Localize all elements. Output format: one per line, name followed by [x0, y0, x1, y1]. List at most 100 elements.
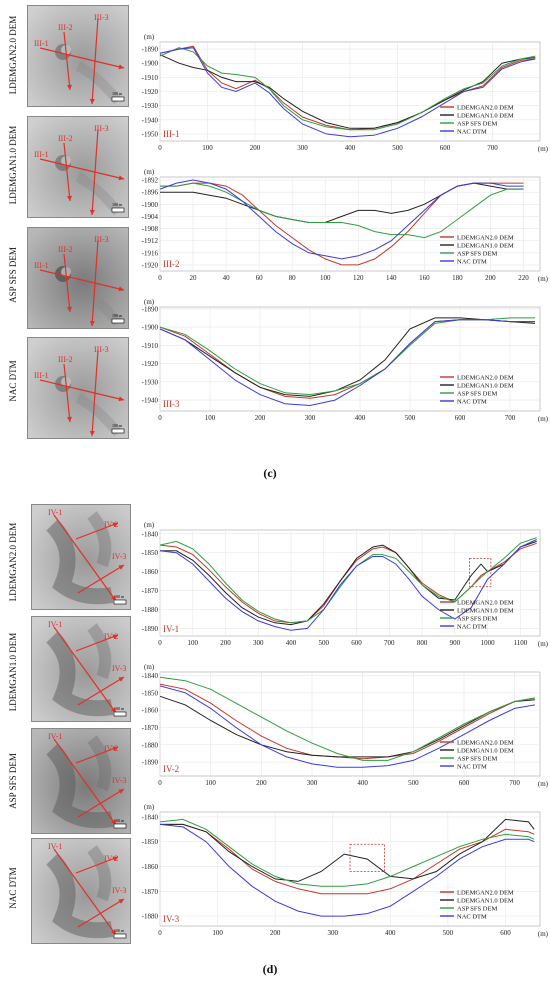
y-tick-label: -1910 — [142, 74, 159, 82]
y-tick-label: -1940 — [142, 397, 159, 405]
profile-arrow-2 — [66, 195, 72, 201]
series-line-nac-dtm — [159, 47, 536, 138]
series-line-ldemgan1-0-dem — [159, 317, 536, 397]
y-tick-label: -1860 — [142, 568, 159, 576]
x-tick-label: 60 — [256, 274, 264, 282]
x-tick-label: 100 — [205, 414, 216, 422]
series-line-asp-sfs-dem — [160, 182, 524, 239]
scale-bar — [111, 428, 125, 434]
profile-arrow-2 — [112, 746, 118, 752]
profile-arrow-2 — [66, 416, 72, 422]
x-tick-label: 100 — [188, 639, 199, 647]
profile-arrow-1 — [111, 929, 116, 935]
row-label-c-2: ASP SFS DEM — [8, 247, 18, 303]
profile-label-3: III-3 — [94, 345, 109, 354]
highlight-box — [349, 843, 385, 872]
row-label-d-0: LDEMGAN2.0 DEM — [8, 522, 18, 602]
profile-label-2: IV-2 — [104, 632, 118, 641]
x-tick-label: 80 — [289, 274, 297, 282]
legend-label: LDEMGAN1.0 DEM — [457, 113, 514, 120]
profile-line-3 — [77, 564, 125, 594]
x-tick-label: 200 — [220, 639, 231, 647]
scale-bar-label: 100 m — [112, 423, 123, 428]
chart-svg-III-3: 0 100 200 300 400 500 600 700 -1890 -1900 -1910 -19… — [142, 298, 549, 423]
legend-label: NAC DTM — [457, 764, 487, 771]
profile-label-1: IV-1 — [48, 620, 62, 629]
terrain-ridge — [46, 853, 114, 939]
y-tick-label: -1896 — [142, 189, 159, 197]
profile-line-1 — [53, 626, 117, 714]
x-tick-label: 700 — [505, 414, 516, 422]
legend-label: LDEMGAN2.0 DEM — [457, 235, 514, 242]
scale-bar-label: 100 m — [114, 706, 125, 711]
thumb-image: IV-1 IV-2 IV-3 100 m — [32, 505, 130, 609]
profile-label-1: III-1 — [34, 261, 49, 270]
thumb-image: III-1 III-2 III-3 100 m — [28, 228, 128, 328]
row-label-d-2: ASP SFS DEM — [8, 753, 18, 809]
profile-label-2: IV-2 — [104, 854, 118, 863]
y-tick-label: -1912 — [142, 237, 159, 245]
caption-c: (c) — [263, 466, 277, 480]
profile-id-label: IV-3 — [163, 914, 180, 924]
profile-label-3: IV-3 — [112, 552, 126, 561]
thumb-image: IV-1 IV-2 IV-3 100 m — [32, 729, 130, 833]
profile-id-label: III-3 — [163, 399, 180, 409]
terrain-ridge — [46, 631, 114, 717]
profile-label-2: III-2 — [58, 23, 73, 32]
x-tick-label: 20 — [190, 274, 198, 282]
scale-bar — [111, 318, 125, 324]
x-tick-label: 300 — [305, 414, 316, 422]
profile-arrow-2 — [112, 856, 118, 862]
y-tick-label: -1910 — [142, 342, 159, 350]
x-tick-label: 0 — [158, 144, 162, 152]
x-axis-unit: (m) — [538, 780, 549, 788]
legend-label: LDEMGAN2.0 DEM — [457, 890, 514, 897]
x-tick-label: 0 — [158, 274, 162, 282]
profile-arrow-1 — [111, 595, 116, 601]
plot-area — [159, 306, 541, 412]
legend-label: ASP SFS DEM — [457, 616, 497, 623]
profile-label-2: III-2 — [58, 245, 73, 254]
profile-label-1: IV-1 — [48, 732, 62, 741]
x-axis-unit: (m) — [538, 145, 549, 153]
x-tick-label: 300 — [307, 779, 318, 787]
profile-arrow-2 — [66, 306, 72, 312]
y-tick-label: -1870 — [142, 587, 159, 595]
legend-label: LDEMGAN2.0 DEM — [457, 375, 514, 382]
x-tick-label: 700 — [384, 639, 395, 647]
series-line-nac-dtm — [159, 179, 524, 260]
chart-IV-1: 0 100 200 300 400 500 600 700 800 900 1000 1100 -184… — [138, 518, 550, 660]
profile-label-2: IV-2 — [104, 744, 118, 753]
legend-label: NAC DTM — [457, 624, 487, 631]
thumb-d-1: IV-1 IV-2 IV-3 100 m — [31, 616, 131, 722]
profile-label-2: IV-2 — [104, 520, 118, 529]
thumb-c-1: III-1 III-2 III-3 100 m — [27, 116, 129, 218]
y-tick-label: -1860 — [142, 707, 159, 715]
series-line-ldemgan2-0-dem — [159, 45, 536, 131]
thumb-image: III-1 III-2 III-3 100 m — [28, 6, 128, 106]
thumb-d-2: IV-1 IV-2 IV-3 100 m — [31, 728, 131, 834]
terrain-ridge — [87, 511, 112, 568]
profile-line-3 — [77, 788, 125, 818]
series-line-asp-sfs-dem — [159, 47, 536, 131]
y-tick-label: -1950 — [142, 130, 159, 138]
plot-area — [159, 671, 541, 777]
y-tick-label: -1890 — [142, 46, 159, 54]
x-tick-label: 160 — [419, 274, 430, 282]
profile-line-1 — [53, 738, 117, 826]
row-label-d-1: LDEMGAN1.0 DEM — [8, 632, 18, 712]
terrain-ridge — [87, 623, 112, 680]
y-axis-unit: (m) — [144, 33, 155, 41]
plot-area — [159, 529, 541, 637]
profile-line-2 — [75, 634, 119, 652]
profile-arrow-1 — [118, 64, 124, 70]
series-line-nac-dtm — [159, 319, 535, 407]
scale-bar-label: 100 m — [112, 313, 123, 318]
y-tick-label: -1880 — [142, 741, 159, 749]
profile-label-1: IV-1 — [48, 508, 62, 517]
x-tick-label: 1100 — [513, 639, 527, 647]
x-tick-label: 700 — [509, 779, 520, 787]
profile-label-3: III-3 — [94, 13, 109, 22]
legend-label: NAC DTM — [457, 914, 487, 921]
y-axis-unit: (m) — [144, 298, 155, 306]
